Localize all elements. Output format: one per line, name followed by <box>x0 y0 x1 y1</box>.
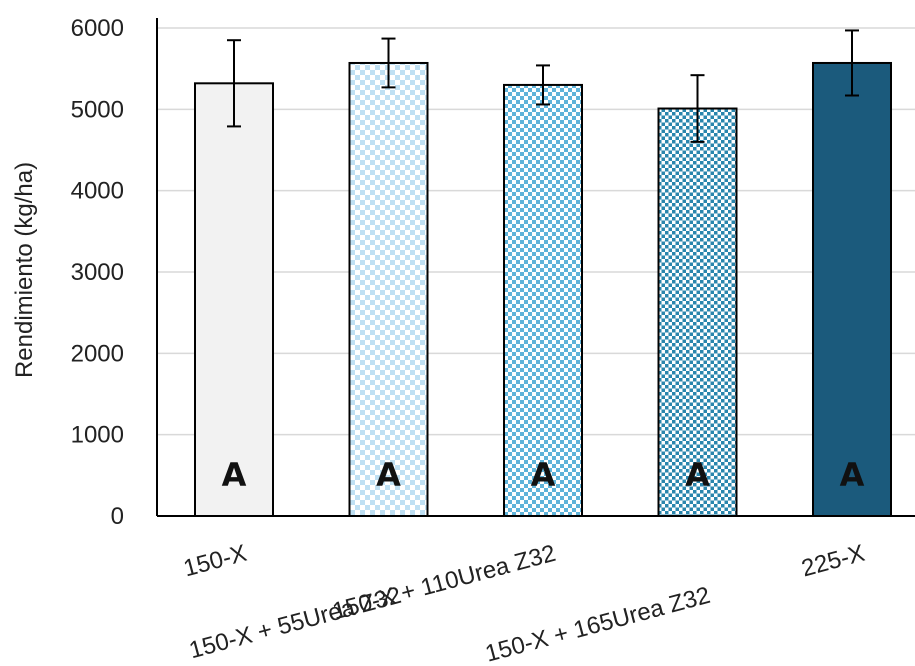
bar <box>348 61 429 518</box>
y-tick-label: 1000 <box>71 422 124 449</box>
significance-label: A <box>840 456 865 494</box>
significance-label: A <box>376 456 401 494</box>
y-tick-label: 3000 <box>71 259 124 286</box>
error-bar <box>536 64 550 106</box>
bar <box>812 61 892 518</box>
error-bar <box>381 37 396 89</box>
y-tick-label: 2000 <box>71 340 124 367</box>
x-tick-label: 225-X <box>799 540 868 583</box>
x-tick-label: 150-X + 110Urea Z32 <box>330 540 559 626</box>
y-tick-label: 6000 <box>71 15 124 42</box>
error-bar <box>690 74 705 143</box>
y-tick-label: 4000 <box>71 178 124 205</box>
y-tick-label: 5000 <box>71 96 124 123</box>
bar <box>503 83 583 518</box>
x-tick-label: 150-X <box>181 540 250 583</box>
error-bar <box>227 39 241 128</box>
y-tick-label: 0 <box>111 503 124 530</box>
y-axis-title: Rendimiento (kg/ha) <box>11 162 38 378</box>
significance-label: A <box>531 456 556 494</box>
error-bar <box>845 29 859 97</box>
significance-label: A <box>685 456 710 494</box>
bar <box>194 82 274 517</box>
significance-label: A <box>222 456 247 494</box>
x-tick-label: 150-X + 165Urea Z32 <box>482 582 713 666</box>
bar <box>657 107 738 518</box>
